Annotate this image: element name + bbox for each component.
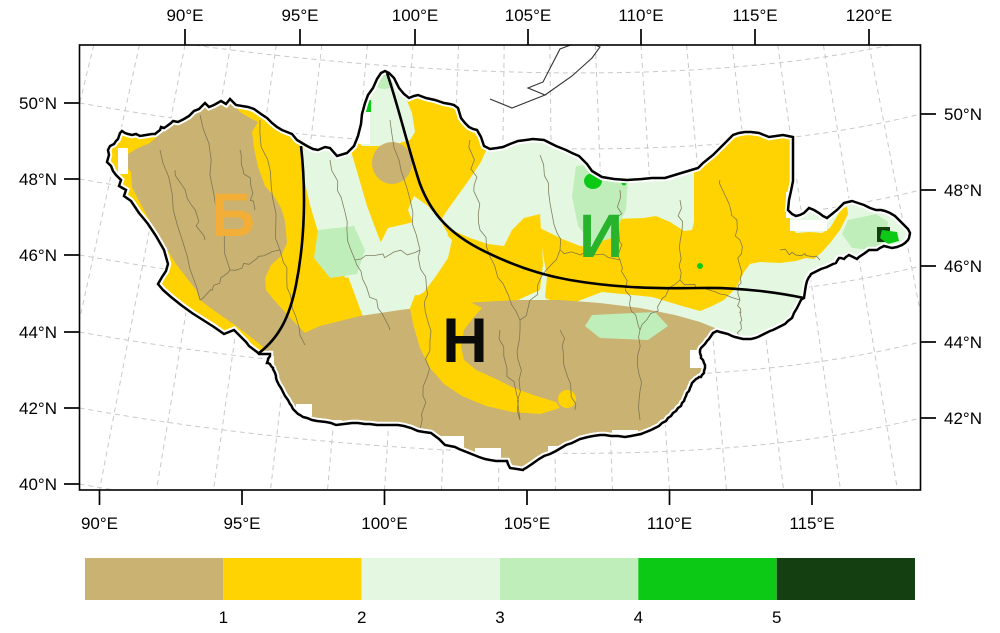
svg-text:42°N: 42°N <box>944 409 982 428</box>
svg-text:48°N: 48°N <box>19 170 57 189</box>
svg-text:50°N: 50°N <box>19 94 57 113</box>
svg-text:46°N: 46°N <box>944 257 982 276</box>
svg-text:95°E: 95°E <box>281 6 318 25</box>
svg-text:100°E: 100°E <box>392 6 439 25</box>
svg-text:105°E: 105°E <box>505 6 552 25</box>
svg-text:46°N: 46°N <box>19 246 57 265</box>
svg-text:4: 4 <box>634 608 643 627</box>
svg-text:90°E: 90°E <box>81 514 118 533</box>
svg-text:2: 2 <box>357 608 366 627</box>
svg-text:5: 5 <box>772 608 781 627</box>
svg-text:44°N: 44°N <box>944 333 982 352</box>
svg-text:120°E: 120°E <box>846 6 893 25</box>
svg-text:105°E: 105°E <box>504 514 551 533</box>
svg-text:3: 3 <box>495 608 504 627</box>
svg-text:115°E: 115°E <box>789 514 834 533</box>
svg-text:48°N: 48°N <box>944 181 982 200</box>
svg-text:Б: Б <box>211 181 255 249</box>
svg-text:95°E: 95°E <box>223 514 260 533</box>
svg-text:90°E: 90°E <box>166 6 203 25</box>
svg-text:110°E: 110°E <box>647 514 692 533</box>
svg-text:115°E: 115°E <box>732 6 777 25</box>
svg-text:Н: Н <box>442 306 488 376</box>
svg-text:44°N: 44°N <box>19 323 57 342</box>
svg-text:40°N: 40°N <box>19 475 57 494</box>
svg-text:1: 1 <box>219 608 228 627</box>
svg-text:И: И <box>579 202 623 270</box>
svg-text:50°N: 50°N <box>944 105 982 124</box>
svg-text:110°E: 110°E <box>618 6 663 25</box>
svg-text:100°E: 100°E <box>361 514 408 533</box>
svg-text:42°N: 42°N <box>19 399 57 418</box>
